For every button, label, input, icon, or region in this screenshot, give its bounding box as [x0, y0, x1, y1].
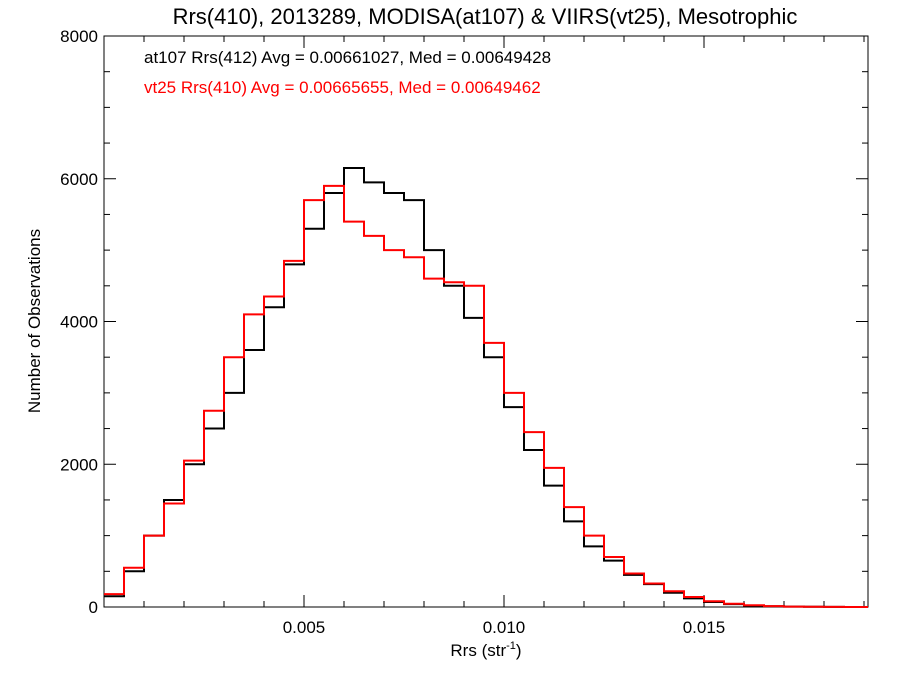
x-axis-label-main: Rrs (str: [450, 641, 506, 660]
legend-entry-at107: at107 Rrs(412) Avg = 0.00661027, Med = 0…: [144, 48, 551, 67]
x-axis-label-suffix: ): [516, 641, 522, 660]
series-vt25-line: [104, 184, 868, 608]
x-tick-label: 0.010: [483, 618, 526, 637]
series-layer: [104, 167, 868, 608]
plot-frame: [103, 35, 869, 608]
y-tick-label: 4000: [60, 313, 98, 332]
y-tick-label: 0: [89, 598, 98, 617]
y-tick-label: 2000: [60, 455, 98, 474]
y-tick-label: 8000: [60, 27, 98, 46]
y-axis-label: Number of Observations: [25, 229, 44, 413]
chart-title: Rrs(410), 2013289, MODISA(at107) & VIIRS…: [173, 4, 798, 29]
x-axis-label-superscript: -1: [506, 640, 516, 652]
y-axis-ticks: 0 2000 4000 6000 8000: [60, 27, 868, 617]
x-tick-label: 0.005: [283, 618, 326, 637]
legend-entry-vt25: vt25 Rrs(410) Avg = 0.00665655, Med = 0.…: [144, 78, 541, 97]
x-axis-label: Rrs (str-1): [450, 640, 521, 660]
legend: at107 Rrs(412) Avg = 0.00661027, Med = 0…: [144, 48, 551, 97]
x-axis-ticks: 0.005 0.010 0.015: [143, 36, 865, 637]
x-tick-label: 0.015: [683, 618, 726, 637]
y-tick-label: 6000: [60, 170, 98, 189]
series-at107-line: [104, 167, 868, 608]
